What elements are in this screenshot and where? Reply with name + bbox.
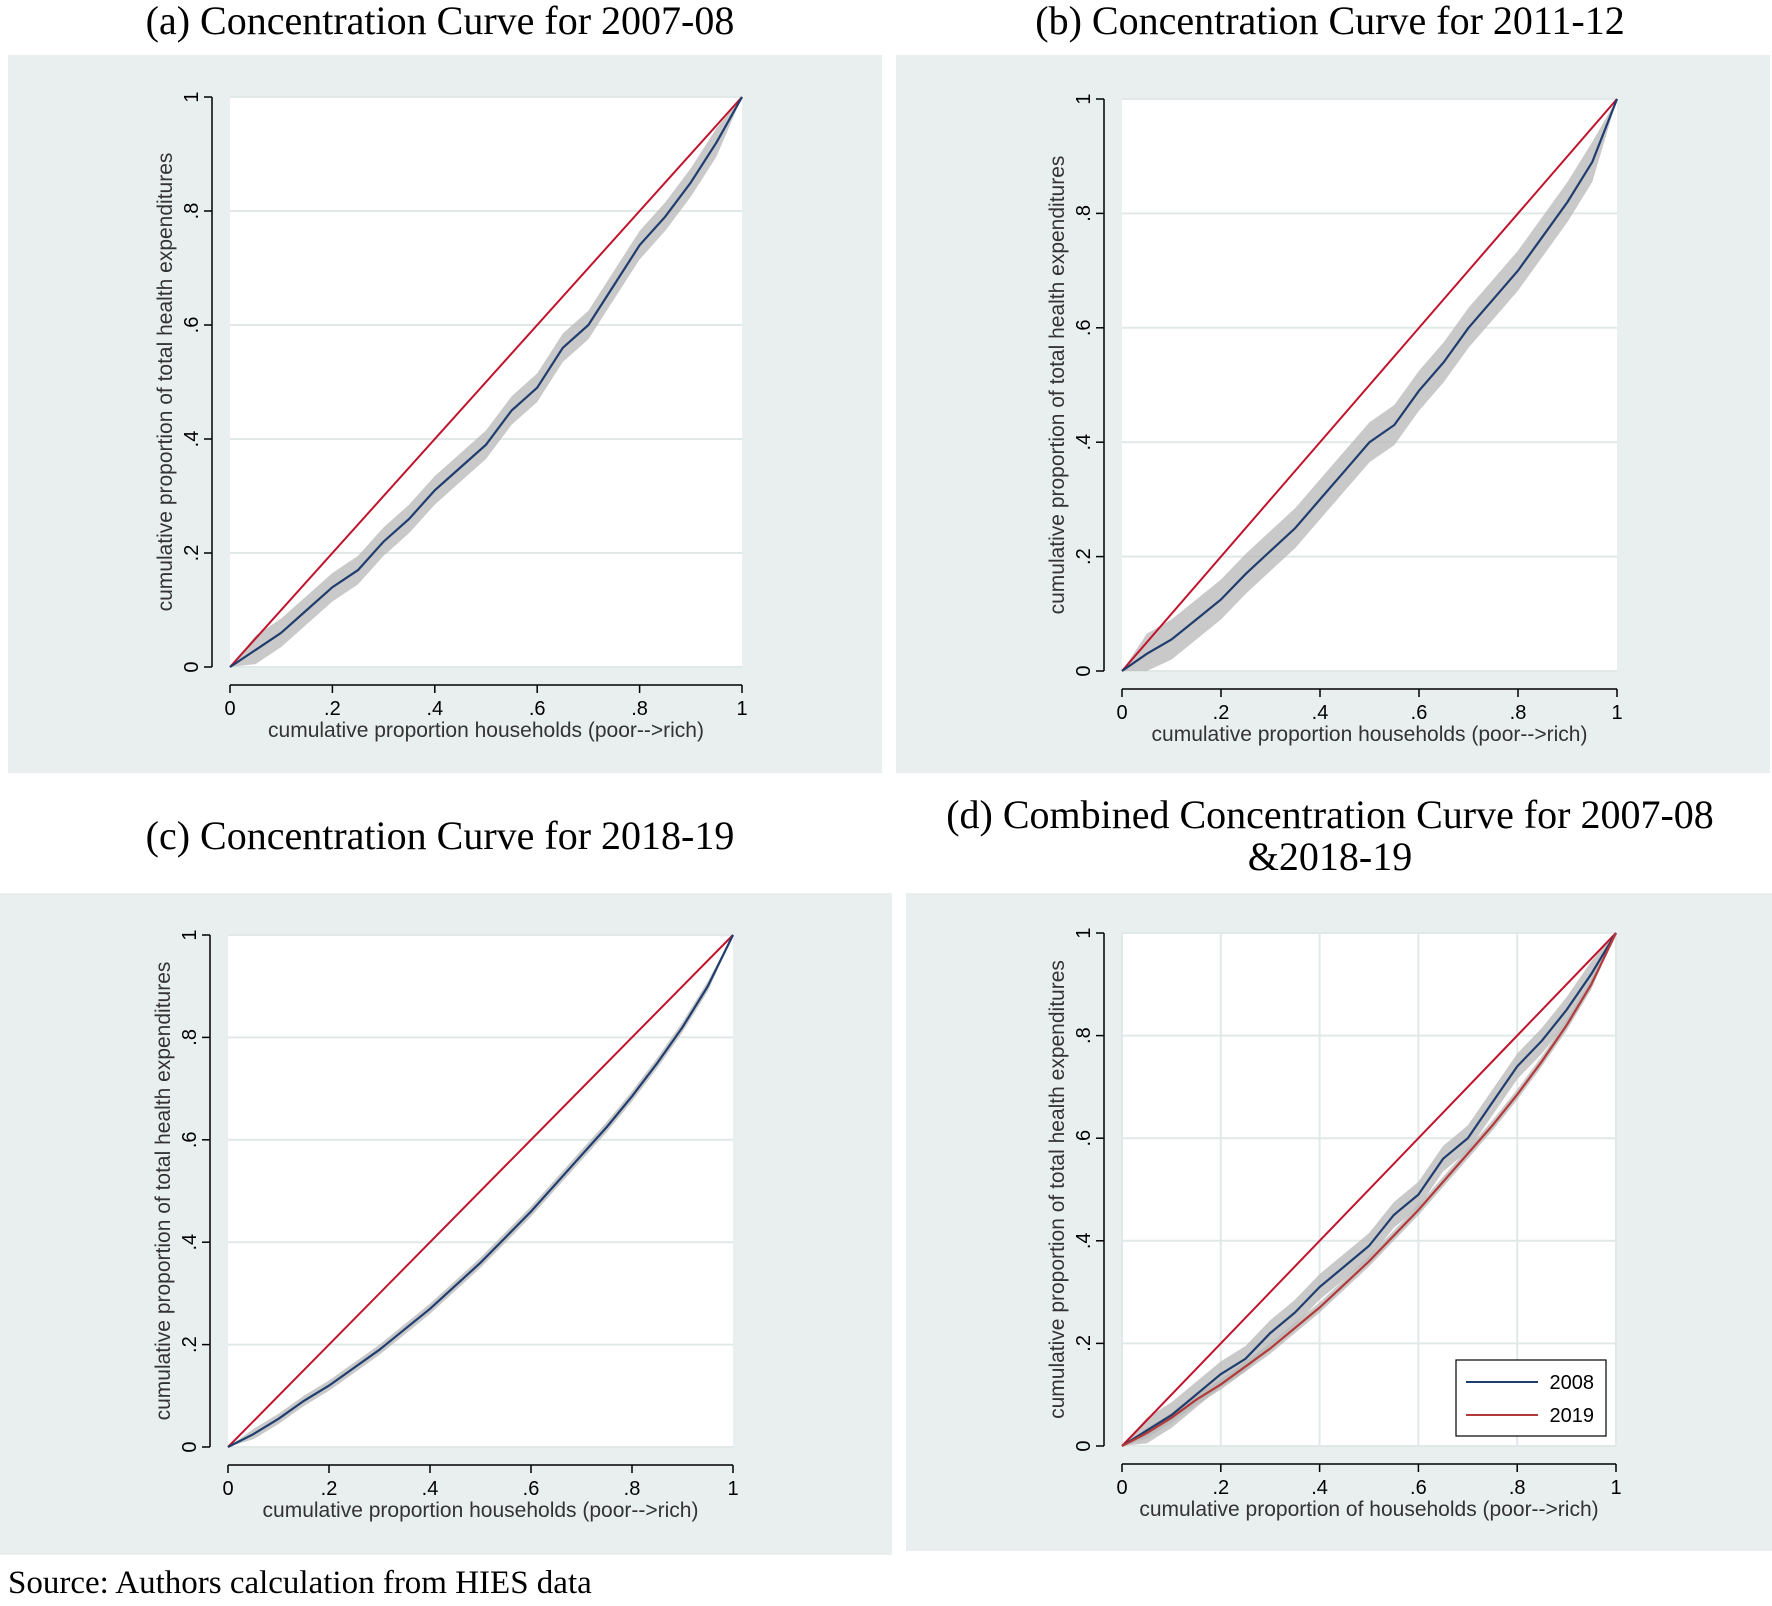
x-tick-label: 0: [1116, 702, 1127, 724]
x-tick-label: .4: [422, 1478, 439, 1500]
series-line-2008: [1121, 932, 1617, 1447]
y-tick-label: .2: [1073, 548, 1095, 565]
series-line-concentration-curve: [227, 934, 734, 1448]
chart-a: 0 0 .2 .2 .4 .4 .6 .6 .8 .8 1 1 cumulative proportio…: [154, 91, 748, 742]
y-tick-label: .8: [1073, 1027, 1095, 1044]
chart-d-title-line2: &2018-19: [1247, 834, 1413, 879]
y-tick-label: .8: [179, 1029, 201, 1046]
x-tick-label: .6: [529, 698, 546, 720]
y-tick-label: .6: [181, 317, 203, 334]
x-tick-label: .4: [1312, 702, 1329, 724]
chart-d: 0 0 .2 .2 .4 .4 .6 .6 .8 .8 1 1 cumulative proportio…: [1046, 927, 1622, 1521]
equality-line: [227, 934, 734, 1448]
chart-d-panel: 0 0 .2 .2 .4 .4 .6 .6 .8 .8 1 1 cumulative proportio…: [906, 893, 1772, 1551]
source-note: Source: Authors calculation from HIES da…: [8, 1565, 592, 1601]
y-tick-label: .4: [1073, 1232, 1095, 1249]
x-tick-label: .8: [631, 698, 648, 720]
chart-c-title: (c) Concentration Curve for 2018-19: [145, 813, 735, 858]
x-axis-title: cumulative proportion households (poor--…: [268, 719, 704, 742]
legend-box: [1455, 1359, 1607, 1437]
y-tick-label: 0: [179, 1441, 201, 1452]
y-axis-title: cumulative proportion of total health ex…: [154, 153, 177, 612]
y-tick-label: .2: [179, 1336, 201, 1353]
legend: 2008 2019: [1455, 1359, 1607, 1437]
x-tick-label: .8: [1510, 702, 1527, 724]
y-tick-label: 1: [1073, 927, 1095, 938]
chart-b-panel: 0 0 .2 .2 .4 .4 .6 .6 .8 .8 1 1 cumulative proportio…: [896, 55, 1770, 773]
y-tick-label: 0: [181, 661, 203, 672]
y-tick-label: .4: [181, 431, 203, 448]
x-axis-title: cumulative proportion households (poor--…: [1152, 723, 1588, 746]
x-tick-label: .2: [324, 698, 341, 720]
legend-label-2008: 2008: [1550, 1372, 1595, 1394]
x-tick-label: 1: [727, 1478, 738, 1500]
x-tick-label: 0: [1116, 1477, 1127, 1499]
y-axis-title: cumulative proportion of total health ex…: [152, 962, 175, 1421]
y-tick-label: 1: [181, 91, 203, 102]
x-tick-label: .4: [1311, 1477, 1328, 1499]
chart-c: 0 0 .2 .2 .4 .4 .6 .6 .8 .8 1 1 cumulative proportio…: [152, 929, 739, 1522]
x-tick-label: 1: [1610, 1477, 1621, 1499]
x-tick-label: 1: [736, 698, 747, 720]
x-tick-label: .2: [321, 1478, 338, 1500]
x-tick-label: .2: [1213, 702, 1230, 724]
y-tick-label: .4: [179, 1234, 201, 1251]
chart-d-title: (d) Combined Concentration Curve for 200…: [890, 794, 1770, 878]
chart-a-panel: 0 0 .2 .2 .4 .4 .6 .6 .8 .8 1 1 cumulative proportio…: [8, 55, 882, 773]
chart-c-panel: 0 0 .2 .2 .4 .4 .6 .6 .8 .8 1 1 cumulative proportio…: [0, 893, 892, 1555]
series-line-2019: [1121, 932, 1617, 1447]
y-axis-title: cumulative proportion of total health ex…: [1046, 156, 1069, 615]
y-tick-label: .8: [1073, 205, 1095, 222]
y-tick-label: .2: [181, 545, 203, 562]
legend-label-2019: 2019: [1550, 1405, 1595, 1427]
y-tick-label: .4: [1073, 434, 1095, 451]
series-line-concentration-curve: [1121, 98, 1619, 672]
x-tick-label: .6: [1410, 1477, 1427, 1499]
x-tick-label: .8: [624, 1478, 641, 1500]
x-axis-title: cumulative proportion households (poor--…: [263, 1499, 699, 1522]
y-tick-label: .8: [181, 203, 203, 220]
y-tick-label: .6: [1073, 1130, 1095, 1147]
y-tick-label: 0: [1073, 1440, 1095, 1451]
chart-b: 0 0 .2 .2 .4 .4 .6 .6 .8 .8 1 1 cumulative proportio…: [1046, 93, 1623, 746]
x-tick-label: .4: [426, 698, 443, 720]
chart-d-title-line1: (d) Combined Concentration Curve for 200…: [946, 792, 1714, 837]
equality-line: [1121, 98, 1618, 672]
chart-b-title: (b) Concentration Curve for 2011-12: [1035, 0, 1625, 43]
equality-line: [1121, 932, 1617, 1447]
x-tick-label: 0: [224, 698, 235, 720]
y-tick-label: .6: [1073, 319, 1095, 336]
series-line-concentration-curve: [229, 96, 743, 668]
x-tick-label: 1: [1611, 702, 1622, 724]
x-tick-label: .2: [1212, 1477, 1229, 1499]
x-tick-label: .8: [1509, 1477, 1526, 1499]
y-tick-label: .2: [1073, 1335, 1095, 1352]
y-tick-label: 1: [179, 929, 201, 940]
y-tick-label: 0: [1073, 665, 1095, 676]
x-tick-label: .6: [1411, 702, 1428, 724]
chart-a-title: (a) Concentration Curve for 2007-08: [145, 0, 735, 43]
x-axis-title: cumulative proportion of households (poo…: [1139, 1498, 1598, 1521]
y-tick-label: .6: [179, 1131, 201, 1148]
y-tick-label: 1: [1073, 93, 1095, 104]
y-axis-title: cumulative proportion of total health ex…: [1046, 960, 1069, 1419]
x-tick-label: .6: [523, 1478, 540, 1500]
equality-line: [229, 96, 743, 668]
x-tick-label: 0: [222, 1478, 233, 1500]
